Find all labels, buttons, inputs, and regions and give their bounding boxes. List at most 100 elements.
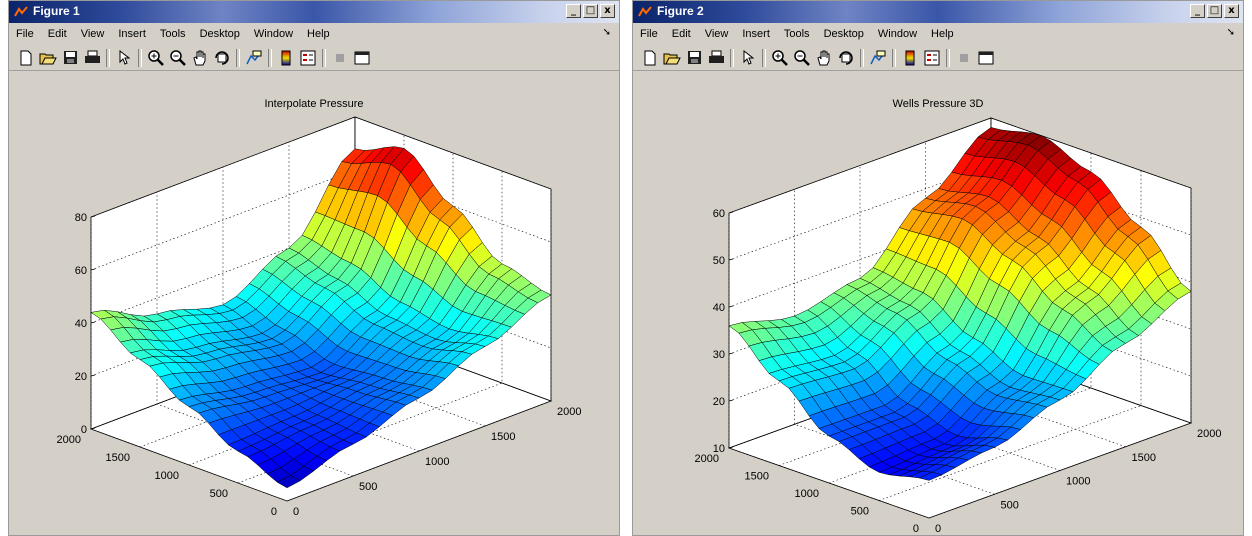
data-cursor-icon[interactable] xyxy=(867,47,889,69)
toolbar-separator xyxy=(860,48,864,67)
z-tick-label: 30 xyxy=(713,349,725,361)
z-tick-mark xyxy=(728,211,734,214)
menu-insert[interactable]: Insert xyxy=(742,28,770,40)
maximize-button[interactable]: □ xyxy=(583,4,598,18)
show-plot-tools-icon[interactable] xyxy=(351,47,373,69)
menu-window[interactable]: Window xyxy=(877,28,918,40)
menu-file[interactable]: File xyxy=(640,28,658,40)
x-tick-label: 1000 xyxy=(1066,476,1090,488)
y-tick-label: 1500 xyxy=(745,471,769,483)
menu-tools[interactable]: Tools xyxy=(159,28,186,40)
plot-title: Interpolate Pressure xyxy=(264,98,363,110)
pan-hand-icon[interactable] xyxy=(189,47,211,69)
zoom-out-icon[interactable] xyxy=(791,47,813,69)
colorbar-icon[interactable] xyxy=(275,47,297,69)
z-tick-mark xyxy=(90,321,96,324)
menu-view[interactable]: View xyxy=(704,28,729,40)
menu-file[interactable]: File xyxy=(16,28,34,40)
z-tick-label: 60 xyxy=(75,265,87,277)
grid-line-x xyxy=(794,189,995,495)
legend-icon[interactable] xyxy=(921,47,943,69)
zoom-out-icon[interactable] xyxy=(167,47,189,69)
z-tick-label: 40 xyxy=(713,302,725,314)
toolbar-separator xyxy=(946,48,950,67)
minimize-button[interactable]: _ xyxy=(566,4,581,18)
title-bar[interactable]: Figure 1 _ □ x xyxy=(9,1,619,23)
print-icon[interactable] xyxy=(705,47,727,69)
x-tick-label: 2000 xyxy=(1197,428,1221,440)
save-icon[interactable] xyxy=(59,47,81,69)
figure-toolbar xyxy=(633,45,1243,71)
close-button[interactable]: x xyxy=(1224,4,1239,18)
z-tick-mark xyxy=(90,215,96,218)
menu-view[interactable]: View xyxy=(80,28,105,40)
menu-edit[interactable]: Edit xyxy=(671,28,691,40)
maximize-button[interactable]: □ xyxy=(1207,4,1222,18)
window-title: Figure 2 xyxy=(657,4,704,18)
show-plot-tools-icon[interactable] xyxy=(975,47,997,69)
select-arrow-icon[interactable] xyxy=(113,47,135,69)
data-cursor-icon[interactable] xyxy=(243,47,265,69)
save-icon[interactable] xyxy=(683,47,705,69)
surface-patch xyxy=(276,475,301,489)
print-icon[interactable] xyxy=(81,47,103,69)
select-arrow-icon[interactable] xyxy=(737,47,759,69)
surface-patch xyxy=(918,471,943,481)
grid-line-x xyxy=(728,213,930,519)
new-figure-icon[interactable] xyxy=(639,47,661,69)
title-bar[interactable]: Figure 2 _ □ x xyxy=(633,1,1243,23)
figure-window-1: Figure 1 _ □ x File Edit View Insert Too… xyxy=(8,0,620,536)
grid-line-x xyxy=(859,165,1061,471)
open-file-icon[interactable] xyxy=(661,47,683,69)
x-tick-label: 1500 xyxy=(491,431,515,443)
menu-tools[interactable]: Tools xyxy=(783,28,810,40)
minimize-button[interactable]: _ xyxy=(1190,4,1205,18)
dock-arrow-icon[interactable]: ➘ xyxy=(1226,27,1235,38)
x-tick-label: 1000 xyxy=(425,456,449,468)
z-tick-label: 10 xyxy=(713,443,725,455)
menu-insert[interactable]: Insert xyxy=(118,28,146,40)
surface-plot-area[interactable]: 0500100015002000050010001500200010203040… xyxy=(633,73,1243,533)
rotate-3d-icon[interactable] xyxy=(211,47,233,69)
menu-desktop[interactable]: Desktop xyxy=(199,28,240,40)
legend-icon[interactable] xyxy=(297,47,319,69)
z-tick-mark xyxy=(90,427,96,430)
zoom-in-icon[interactable] xyxy=(145,47,167,69)
menu-bar: File Edit View Insert Tools Desktop Wind… xyxy=(633,24,1243,44)
window-title: Figure 1 xyxy=(33,4,80,18)
x-tick-label: 1500 xyxy=(1132,452,1156,464)
surface-plot-area[interactable]: 0500100015002000050010001500200002040608… xyxy=(9,73,619,533)
grid-line-z xyxy=(728,117,1192,214)
hide-plot-tools-icon[interactable] xyxy=(953,47,975,69)
rotate-3d-icon[interactable] xyxy=(835,47,857,69)
x-tick-label: 500 xyxy=(359,481,377,493)
new-figure-icon[interactable] xyxy=(15,47,37,69)
x-tick-label: 500 xyxy=(1001,499,1019,511)
close-button[interactable]: x xyxy=(600,4,615,18)
hide-plot-tools-icon[interactable] xyxy=(329,47,351,69)
z-tick-label: 60 xyxy=(713,208,725,220)
open-file-icon[interactable] xyxy=(37,47,59,69)
zoom-in-icon[interactable] xyxy=(769,47,791,69)
y-tick-label: 500 xyxy=(210,488,228,500)
z-tick-label: 20 xyxy=(75,371,87,383)
menu-window[interactable]: Window xyxy=(253,28,294,40)
colorbar-icon[interactable] xyxy=(899,47,921,69)
menu-edit[interactable]: Edit xyxy=(47,28,67,40)
toolbar-separator xyxy=(892,48,896,67)
z-tick-label: 80 xyxy=(75,212,87,224)
menu-help[interactable]: Help xyxy=(931,28,954,40)
menu-desktop[interactable]: Desktop xyxy=(823,28,864,40)
pan-hand-icon[interactable] xyxy=(813,47,835,69)
menu-help[interactable]: Help xyxy=(307,28,330,40)
z-tick-label: 0 xyxy=(81,424,87,436)
grid-line-y xyxy=(928,188,1192,519)
matlab-figure-icon xyxy=(638,6,652,17)
z-tick-mark xyxy=(728,446,734,449)
z-tick-mark xyxy=(728,352,734,355)
y-tick-label: 2000 xyxy=(57,434,81,446)
dock-arrow-icon[interactable]: ➘ xyxy=(602,27,611,38)
toolbar-separator xyxy=(106,48,110,67)
z-tick-label: 20 xyxy=(713,396,725,408)
z-tick-mark xyxy=(728,305,734,308)
